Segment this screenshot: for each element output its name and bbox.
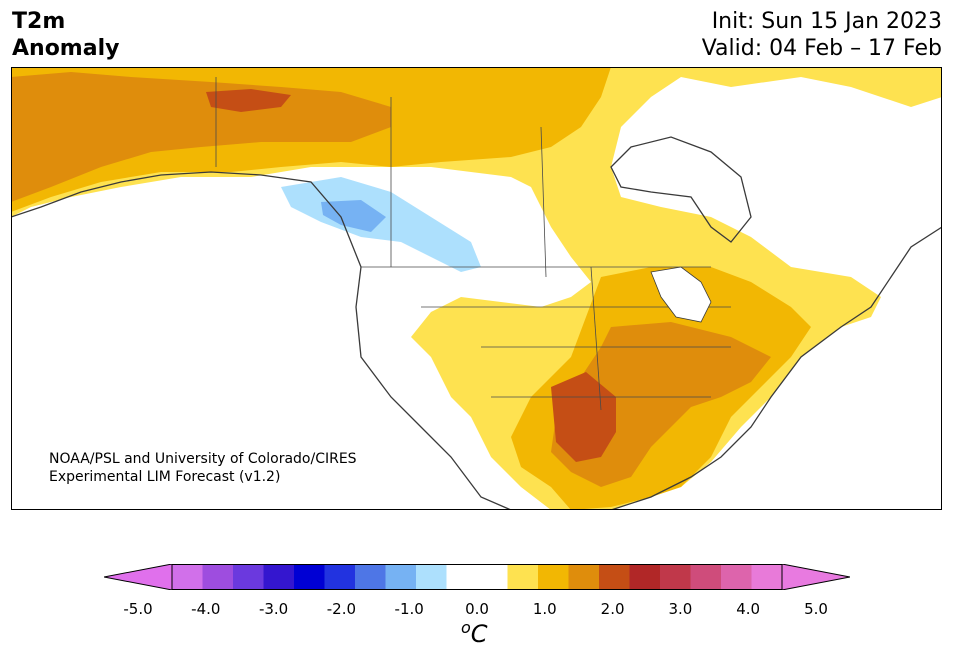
colorbar-segment [263,564,295,590]
colorbar-tick-label: 1.0 [532,600,557,618]
colorbar-tick-label: 4.0 [736,600,761,618]
title-line-1: T2m [12,9,66,34]
colorbar-segment [294,564,325,590]
colorbar-segment [599,564,630,590]
map-frame [11,67,942,510]
colorbar-segment [324,564,356,590]
colorbar-segment [172,564,203,590]
forecast-dates: Init: Sun 15 Jan 2023 Valid: 04 Feb – 17… [702,8,942,62]
colorbar-tick-label: -4.0 [191,600,221,618]
colorbar-segment [446,564,478,590]
anomaly-region-minus2 [321,200,386,232]
unit-letter: C [470,620,488,648]
colorbar-tick-label: 5.0 [804,600,828,618]
lakes [650,266,712,323]
colorbar-segment [477,564,508,590]
credit-line-1: NOAA/PSL and University of Colorado/CIRE… [49,451,357,467]
colorbar-frame [171,564,783,590]
colorbar-unit: oC [461,618,488,648]
colorbar-tick-label: 2.0 [600,600,625,618]
anomaly-region-minus1 [281,177,481,272]
colorbar-tick-label: -2.0 [326,600,357,618]
colorbar-segment [751,564,783,590]
colorbar-tick-label: -5.0 [123,600,153,618]
credit-line-2: Experimental LIM Forecast (v1.2) [49,469,281,485]
colorbar-segment [721,564,752,590]
colorbar-under-arrow [104,564,173,590]
unit-superscript: o [461,618,471,637]
valid-range: Valid: 04 Feb – 17 Feb [701,36,942,61]
colorbar-tick-label: 0.0 [465,600,489,618]
colorbar-segment [629,564,661,590]
coastlines [11,67,942,510]
colorbar-segment [416,564,447,590]
colorbar-tick-label: -3.0 [258,600,289,618]
colorbar-segment [355,564,386,590]
colorbar-segment [690,564,722,590]
colorbar [104,564,850,590]
init-date: Init: Sun 15 Jan 2023 [711,9,942,34]
credit-text: NOAA/PSL and University of Colorado/CIRE… [49,450,357,486]
colorbar-segment [538,564,569,590]
anomaly-region-plus3-north [11,72,391,202]
colorbar-segment [202,564,234,590]
colorbar-segment [507,564,539,590]
colorbar-tick-label: -1.0 [394,600,424,618]
anomaly-map [11,67,942,510]
colorbar-segment [385,564,417,590]
colorbar-over-arrow [781,564,850,590]
colorbar-segment [568,564,600,590]
plot-title: T2m Anomaly [12,8,119,62]
colorbar-segment [660,564,691,590]
colorbar-segment [233,564,264,590]
title-line-2: Anomaly [12,36,120,61]
colorbar-tick-label: 3.0 [668,600,693,618]
anomaly-region-plus4-alaska [206,89,291,112]
